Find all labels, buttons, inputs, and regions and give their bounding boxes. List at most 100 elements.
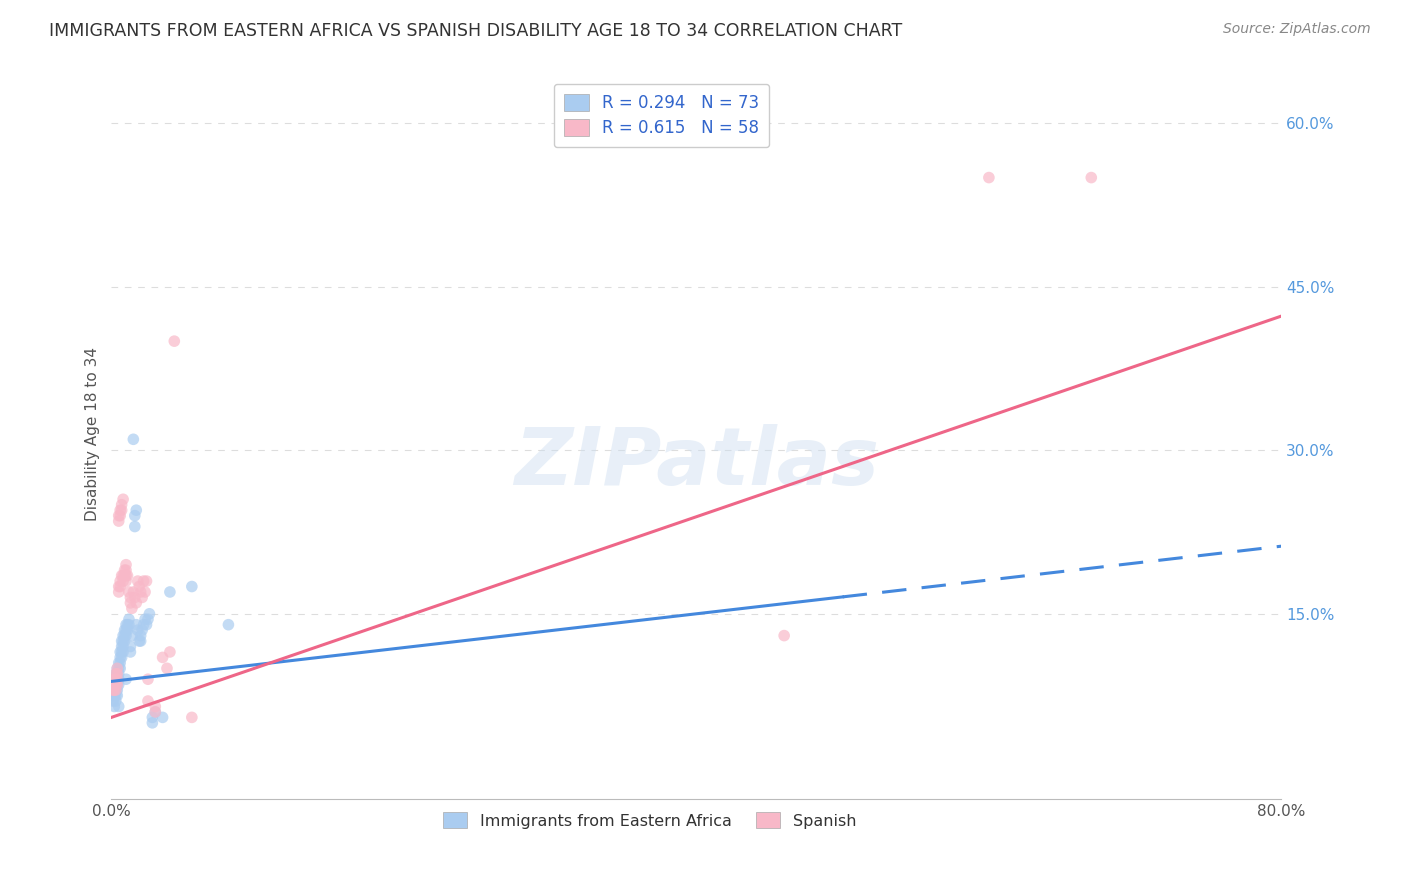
Point	[104, 689, 127, 703]
Point	[120, 640, 142, 654]
Point	[101, 678, 124, 692]
Point	[152, 710, 174, 724]
Point	[121, 629, 143, 643]
Point	[111, 634, 134, 648]
Text: IMMIGRANTS FROM EASTERN AFRICA VS SPANISH DISABILITY AGE 18 TO 34 CORRELATION CH: IMMIGRANTS FROM EASTERN AFRICA VS SPANIS…	[49, 22, 903, 40]
Point	[132, 574, 155, 588]
Point	[114, 623, 136, 637]
Point	[103, 699, 125, 714]
Point	[117, 568, 139, 582]
Point	[143, 705, 166, 719]
Point	[101, 683, 124, 698]
Point	[128, 580, 150, 594]
Point	[125, 503, 148, 517]
Point	[104, 683, 127, 698]
Point	[105, 672, 128, 686]
Point	[125, 617, 148, 632]
Point	[156, 661, 179, 675]
Point	[129, 585, 152, 599]
Point	[129, 634, 152, 648]
Point	[107, 656, 129, 670]
Point	[1080, 170, 1102, 185]
Point	[136, 612, 159, 626]
Point	[115, 558, 138, 572]
Point	[104, 683, 127, 698]
Point	[124, 519, 146, 533]
Point	[103, 672, 125, 686]
Point	[977, 170, 1000, 185]
Point	[105, 666, 128, 681]
Point	[101, 678, 124, 692]
Point	[104, 666, 127, 681]
Point	[115, 672, 138, 686]
Point	[111, 650, 134, 665]
Point	[108, 656, 131, 670]
Point	[112, 574, 135, 588]
Point	[105, 661, 128, 675]
Point	[112, 634, 135, 648]
Point	[105, 666, 128, 681]
Point	[131, 623, 153, 637]
Point	[128, 634, 150, 648]
Point	[115, 629, 138, 643]
Point	[107, 508, 129, 523]
Point	[103, 683, 125, 698]
Point	[112, 629, 135, 643]
Point	[101, 694, 124, 708]
Text: ZIPatlas: ZIPatlas	[515, 424, 879, 502]
Point	[134, 585, 156, 599]
Point	[136, 694, 159, 708]
Point	[114, 634, 136, 648]
Point	[104, 678, 127, 692]
Point	[127, 574, 149, 588]
Point	[163, 334, 186, 348]
Point	[105, 683, 128, 698]
Point	[108, 650, 131, 665]
Point	[125, 596, 148, 610]
Point	[114, 629, 136, 643]
Point	[112, 568, 135, 582]
Point	[159, 645, 181, 659]
Point	[112, 640, 135, 654]
Point	[132, 617, 155, 632]
Point	[129, 629, 152, 643]
Point	[127, 623, 149, 637]
Legend: Immigrants from Eastern Africa, Spanish: Immigrants from Eastern Africa, Spanish	[437, 805, 862, 835]
Point	[104, 672, 127, 686]
Point	[107, 585, 129, 599]
Point	[118, 612, 141, 626]
Point	[152, 650, 174, 665]
Point	[111, 645, 134, 659]
Point	[112, 645, 135, 659]
Point	[120, 645, 142, 659]
Y-axis label: Disability Age 18 to 34: Disability Age 18 to 34	[86, 347, 100, 521]
Point	[104, 694, 127, 708]
Point	[112, 492, 135, 507]
Point	[103, 689, 125, 703]
Point	[135, 617, 157, 632]
Point	[134, 612, 156, 626]
Point	[103, 678, 125, 692]
Point	[104, 678, 127, 692]
Point	[114, 563, 136, 577]
Point	[115, 617, 138, 632]
Point	[104, 666, 127, 681]
Point	[107, 661, 129, 675]
Point	[131, 591, 153, 605]
Point	[103, 672, 125, 686]
Point	[143, 699, 166, 714]
Point	[114, 568, 136, 582]
Point	[118, 585, 141, 599]
Point	[118, 617, 141, 632]
Point	[111, 503, 134, 517]
Point	[105, 678, 128, 692]
Point	[120, 591, 142, 605]
Point	[159, 585, 181, 599]
Point	[180, 580, 202, 594]
Point	[773, 629, 796, 643]
Point	[117, 617, 139, 632]
Point	[105, 661, 128, 675]
Point	[121, 601, 143, 615]
Point	[108, 645, 131, 659]
Point	[108, 503, 131, 517]
